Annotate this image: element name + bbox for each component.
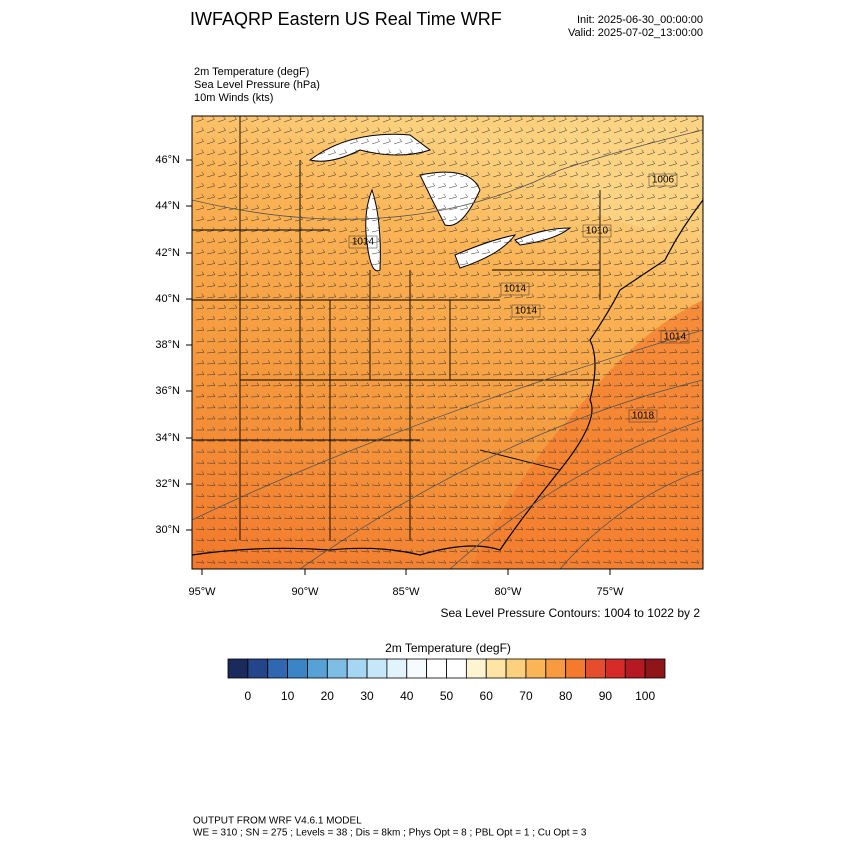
contour-note: Sea Level Pressure Contours: 1004 to 102… [441,606,701,620]
contour-label-box [500,282,530,296]
colorbar-tick-label: 20 [321,689,335,703]
colorbar-box [624,658,646,679]
colorbar-title: 2m Temperature (degF) [385,641,511,655]
field-label: 2m Temperature (degF) [194,66,309,78]
colorbar-box [644,658,666,679]
colorbar-box [307,658,328,679]
contour-label: 1006 [652,175,675,186]
init-time: Init: 2025-06-30_00:00:00 [577,14,703,26]
colorbar-box [505,658,527,679]
lat-label: 32°N [155,478,180,490]
lat-label: 44°N [155,200,180,212]
contour-label: 1018 [632,411,655,422]
contour-label-box [348,235,378,249]
colorbar-box [465,658,487,679]
colorbar-box [287,658,308,679]
contour-label: 1010 [586,226,609,237]
contour-label: 1014 [515,306,538,317]
colorbar-box [346,658,368,679]
colorbar-box [326,658,348,679]
colorbar-box [267,658,288,679]
title: IWFAQRP Eastern US Real Time WRF [190,9,502,29]
lat-label: 34°N [155,432,180,444]
footer: OUTPUT FROM WRF V4.6.1 MODEL [193,816,362,827]
colorbar-box [227,658,249,679]
colorbar-tick-label: 90 [599,689,613,703]
valid-time: Valid: 2025-07-02_13:00:00 [568,27,703,39]
colorbar-tick-label: 100 [635,689,655,703]
colorbar-tick-label: 40 [400,689,414,703]
colorbar-box [446,658,467,679]
colorbar-box [406,658,428,679]
colorbar-box [605,658,626,679]
contour-label: 1014 [352,237,375,248]
lon-label: 75°W [596,586,624,598]
footer: WE = 310 ; SN = 275 ; Levels = 38 ; Dis … [193,828,587,839]
colorbar-box [247,658,269,679]
colorbar-box [525,658,547,679]
map-field [192,116,703,569]
colorbar-tick-label: 70 [519,689,533,703]
contour-label: 1014 [504,284,527,295]
colorbar-box [426,658,447,679]
contour-label-box [628,409,658,423]
lat-label: 38°N [155,339,180,351]
colorbar-tick-label: 80 [559,689,573,703]
lon-label: 85°W [392,586,420,598]
colorbar-box [386,658,408,679]
lon-label: 95°W [188,586,216,598]
colorbar-box [565,658,586,679]
wind-barbs [195,116,703,564]
contour-label-box [660,330,690,344]
colorbar-box [366,658,388,679]
lat-label: 46°N [155,154,180,166]
colorbar-tick-label: 0 [245,689,252,703]
contour-label-box [511,304,541,318]
contour-label-box [648,173,678,187]
colorbar-tick-label: 10 [281,689,295,703]
field-label: Sea Level Pressure (hPa) [194,79,320,91]
colorbar-box [485,658,507,679]
colorbar-tick-label: 60 [480,689,494,703]
colorbar-tick-label: 30 [360,689,374,703]
colorbar-box [585,658,606,679]
lon-label: 90°W [291,586,319,598]
colorbar-tick-label: 50 [440,689,454,703]
map-frame [191,115,704,570]
colorbar-box [545,658,567,679]
lat-label: 36°N [155,385,180,397]
field-label: 10m Winds (kts) [194,92,273,104]
lon-label: 80°W [494,586,522,598]
contour-label: 1014 [664,332,687,343]
lat-label: 42°N [155,247,180,259]
contour-label-box [582,224,612,238]
lat-label: 40°N [155,293,180,305]
lat-label: 30°N [155,524,180,536]
